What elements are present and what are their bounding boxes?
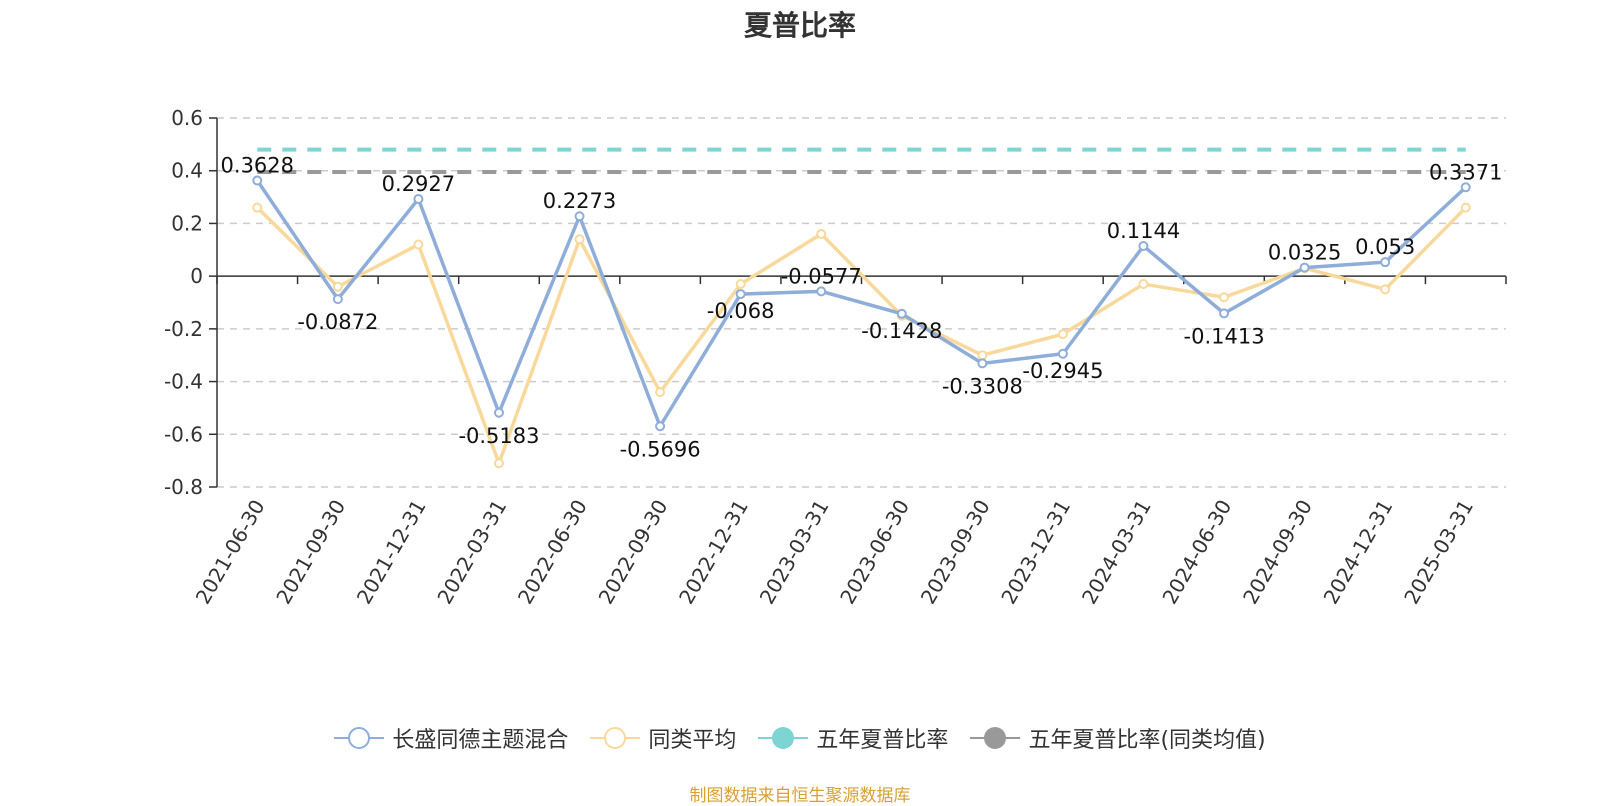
data-point	[896, 308, 907, 319]
x-tick-label: 2021-09-30	[271, 496, 350, 609]
data-label: 0.3628	[221, 154, 294, 178]
data-label: -0.5183	[458, 424, 539, 448]
legend-label: 同类平均	[648, 728, 737, 753]
data-point	[493, 458, 504, 469]
data-label: -0.068	[707, 299, 775, 323]
y-tick-label: -0.2	[164, 317, 203, 341]
data-point	[1299, 262, 1310, 273]
data-source-note: 制图数据来自恒生聚源数据库	[689, 786, 911, 806]
y-tick-label: 0.4	[171, 159, 203, 183]
series-lines	[252, 175, 1471, 469]
x-tick-label: 2025-03-31	[1399, 496, 1478, 609]
x-tick-label: 2021-12-31	[352, 496, 431, 609]
series-line	[256, 206, 1467, 466]
x-tick-label: 2023-06-30	[835, 496, 914, 609]
chart-legend: 长盛同德主题混合 同类平均 五年夏普比率 五年夏普比率(同类均值)	[0, 722, 1600, 754]
legend-label: 五年夏普比率	[816, 728, 949, 753]
legend-item-fund[interactable]: 长盛同德主题混合	[334, 722, 568, 754]
data-label: -0.0872	[297, 310, 378, 334]
x-tick-label: 2022-09-30	[594, 496, 673, 609]
x-tick-label: 2022-03-31	[432, 496, 511, 609]
legend-label: 长盛同德主题混合	[392, 728, 569, 753]
data-point	[1460, 202, 1471, 213]
data-point	[1380, 257, 1391, 268]
data-point	[735, 289, 746, 300]
x-tick-label: 2023-09-30	[916, 496, 995, 609]
y-tick-label: -0.8	[164, 475, 203, 499]
data-point	[735, 279, 746, 290]
data-label: 0.2927	[382, 172, 455, 196]
legend-item-peer-average[interactable]: 同类平均	[590, 722, 736, 754]
x-tick-label: 2024-09-30	[1238, 496, 1317, 609]
data-label: -0.2945	[1022, 359, 1103, 383]
y-tick-label: 0.2	[171, 211, 203, 235]
y-tick-label: 0	[190, 264, 203, 288]
data-label: -0.1413	[1184, 324, 1265, 348]
y-tick-label: -0.4	[164, 370, 203, 394]
data-point	[574, 211, 585, 222]
data-label: 0.2273	[543, 189, 616, 213]
x-tick-label: 2024-03-31	[1077, 496, 1156, 609]
data-point	[574, 234, 585, 245]
data-point	[1057, 329, 1068, 340]
filled-circle-line-icon	[970, 727, 1021, 749]
chart-title: 夏普比率	[743, 9, 856, 42]
data-point	[252, 175, 263, 186]
data-point	[332, 281, 343, 292]
data-label: 0.3371	[1429, 160, 1502, 184]
grid-lines	[217, 117, 1506, 488]
legend-item-five-year-sharpe-peer[interactable]: 五年夏普比率(同类均值)	[970, 722, 1266, 754]
x-tick-label: 2024-06-30	[1157, 496, 1236, 609]
data-point	[1380, 284, 1391, 295]
x-tick-label: 2022-06-30	[513, 496, 592, 609]
legend-item-five-year-sharpe[interactable]: 五年夏普比率	[758, 722, 948, 754]
data-label: -0.3308	[942, 374, 1023, 398]
data-point	[816, 286, 827, 297]
legend-label: 五年夏普比率(同类均值)	[1028, 728, 1266, 753]
data-point	[1057, 348, 1068, 359]
data-point	[1219, 308, 1230, 319]
hollow-circle-line-icon	[334, 727, 385, 749]
data-point	[252, 202, 263, 213]
x-tick-label: 2021-06-30	[191, 496, 270, 609]
data-label: -0.5696	[620, 437, 701, 461]
data-label: -0.1428	[861, 319, 942, 343]
data-point	[977, 350, 988, 361]
data-point	[977, 358, 988, 369]
data-point	[1138, 279, 1149, 290]
data-label: 0.0325	[1268, 241, 1341, 265]
hollow-circle-line-icon	[590, 727, 641, 749]
data-label: 0.053	[1355, 235, 1415, 259]
data-point	[816, 228, 827, 239]
y-tick-label: -0.6	[164, 422, 203, 446]
data-point	[655, 421, 666, 432]
reference-lines	[257, 147, 1466, 175]
data-point	[655, 387, 666, 398]
data-point	[1219, 292, 1230, 303]
data-point	[493, 407, 504, 418]
data-point	[413, 239, 424, 250]
data-label: -0.0577	[781, 264, 862, 288]
x-tick-label: 2023-12-31	[996, 496, 1075, 609]
filled-circle-line-icon	[758, 727, 809, 749]
x-tick-label: 2024-12-31	[1319, 496, 1398, 609]
y-tick-label: 0.6	[171, 106, 203, 130]
data-point	[1460, 182, 1471, 193]
data-point	[413, 193, 424, 204]
data-point	[332, 294, 343, 305]
data-point	[1138, 240, 1149, 251]
series-line	[255, 179, 1467, 429]
data-label: 0.1144	[1107, 219, 1180, 243]
data-labels: 0.3628 -0.0872 0.2927 -0.5183 0.2273 -0.5696 -…	[221, 154, 1503, 462]
x-tick-label: 2022-12-31	[674, 496, 753, 609]
x-tick-label: 2023-03-31	[755, 496, 834, 609]
